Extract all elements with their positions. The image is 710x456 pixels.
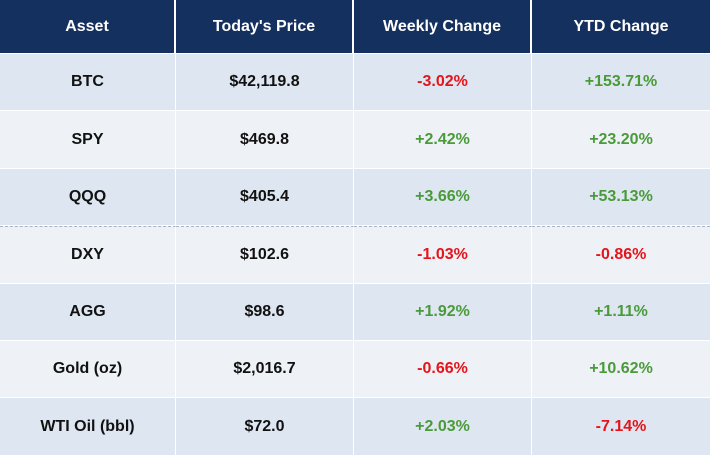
header-asset: Asset (0, 0, 176, 54)
cell-price: $98.6 (176, 283, 354, 341)
cell-asset: WTI Oil (bbl) (0, 398, 176, 456)
cell-weekly-change: -3.02% (354, 54, 532, 112)
header-weekly-change: Weekly Change (354, 0, 532, 54)
cell-ytd-change: +153.71% (532, 54, 710, 112)
cell-ytd-change: +23.20% (532, 111, 710, 169)
cell-asset: DXY (0, 226, 176, 284)
cell-price: $42,119.8 (176, 54, 354, 112)
cell-ytd-change: +10.62% (532, 340, 710, 399)
cell-asset: AGG (0, 283, 176, 341)
cell-asset: SPY (0, 111, 176, 169)
cell-asset: BTC (0, 54, 176, 112)
cell-weekly-change: -1.03% (354, 226, 532, 284)
cell-price: $102.6 (176, 226, 354, 284)
cell-asset: Gold (oz) (0, 340, 176, 399)
cell-weekly-change: +2.03% (354, 398, 532, 456)
cell-ytd-change: -7.14% (532, 398, 710, 456)
cell-weekly-change: +3.66% (354, 168, 532, 227)
header-todays-price: Today's Price (176, 0, 354, 54)
cell-price: $2,016.7 (176, 340, 354, 399)
cell-ytd-change: +53.13% (532, 168, 710, 227)
cell-price: $469.8 (176, 111, 354, 169)
cell-weekly-change: -0.66% (354, 340, 532, 399)
cell-price: $72.0 (176, 398, 354, 456)
header-ytd-change: YTD Change (532, 0, 710, 54)
cell-weekly-change: +2.42% (354, 111, 532, 169)
cell-ytd-change: -0.86% (532, 226, 710, 284)
cell-weekly-change: +1.92% (354, 283, 532, 341)
cell-price: $405.4 (176, 168, 354, 227)
cell-ytd-change: +1.11% (532, 283, 710, 341)
cell-asset: QQQ (0, 168, 176, 227)
